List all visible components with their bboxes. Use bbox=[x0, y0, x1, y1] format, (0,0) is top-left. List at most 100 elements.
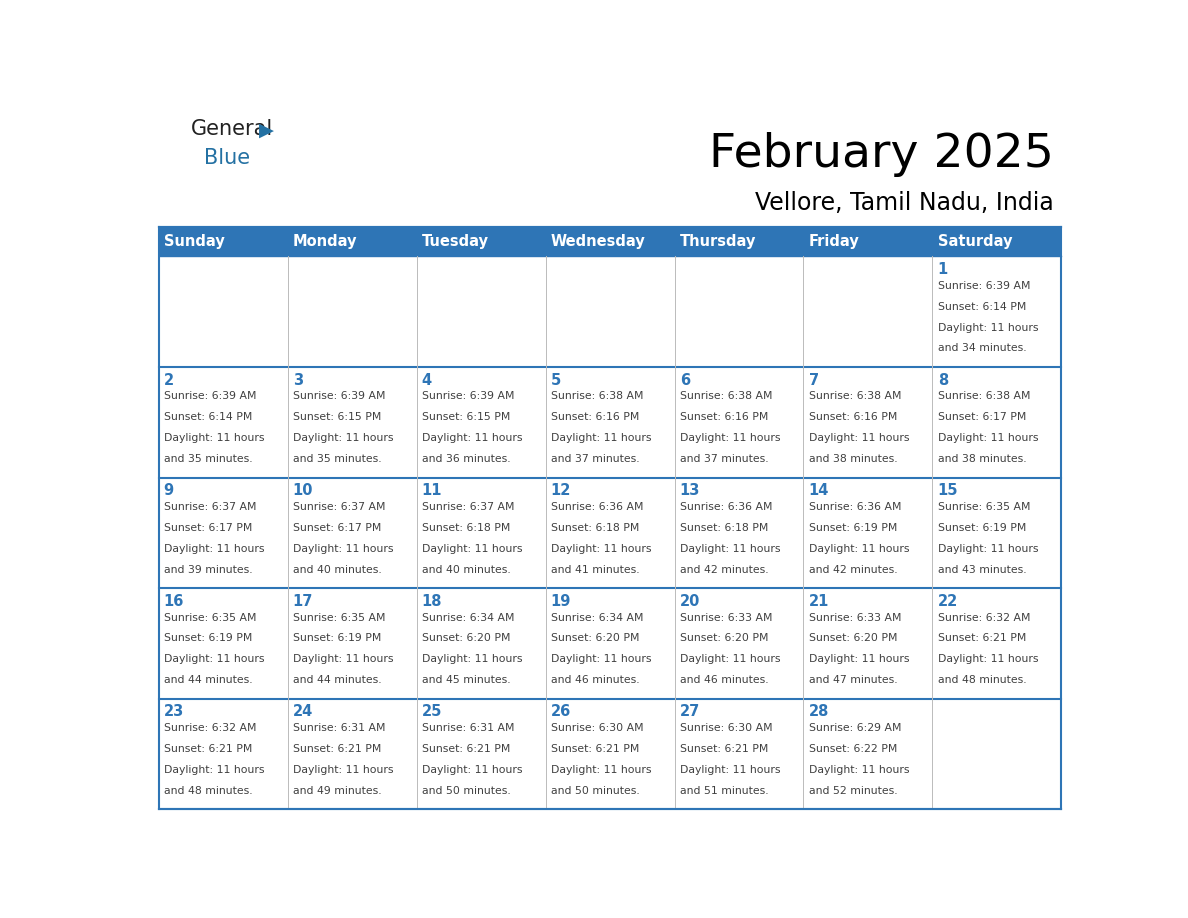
Text: Sunrise: 6:36 AM: Sunrise: 6:36 AM bbox=[680, 502, 772, 512]
Bar bbox=[545, 588, 675, 699]
Text: and 50 minutes.: and 50 minutes. bbox=[422, 786, 511, 796]
Bar bbox=[158, 588, 287, 699]
Bar bbox=[675, 588, 803, 699]
Text: 2: 2 bbox=[164, 373, 173, 387]
Text: Sunrise: 6:29 AM: Sunrise: 6:29 AM bbox=[809, 723, 902, 733]
Bar bbox=[933, 367, 1061, 477]
Text: Sunrise: 6:32 AM: Sunrise: 6:32 AM bbox=[164, 723, 257, 733]
Bar bbox=[803, 256, 933, 367]
Text: Daylight: 11 hours: Daylight: 11 hours bbox=[292, 433, 393, 443]
Bar bbox=[417, 588, 545, 699]
Bar bbox=[417, 256, 545, 367]
Bar bbox=[675, 699, 803, 810]
Text: Sunrise: 6:34 AM: Sunrise: 6:34 AM bbox=[551, 612, 643, 622]
Text: and 47 minutes.: and 47 minutes. bbox=[809, 675, 897, 685]
Text: Monday: Monday bbox=[292, 234, 358, 250]
Text: and 34 minutes.: and 34 minutes. bbox=[937, 343, 1026, 353]
Text: Sunrise: 6:35 AM: Sunrise: 6:35 AM bbox=[937, 502, 1030, 512]
Bar bbox=[545, 699, 675, 810]
Text: Sunset: 6:15 PM: Sunset: 6:15 PM bbox=[292, 412, 381, 422]
Text: Sunrise: 6:36 AM: Sunrise: 6:36 AM bbox=[551, 502, 643, 512]
Text: February 2025: February 2025 bbox=[709, 131, 1054, 177]
Text: and 37 minutes.: and 37 minutes. bbox=[680, 453, 769, 464]
Text: Sunset: 6:22 PM: Sunset: 6:22 PM bbox=[809, 744, 897, 754]
Bar bbox=[417, 477, 545, 588]
Text: Sunset: 6:20 PM: Sunset: 6:20 PM bbox=[809, 633, 897, 644]
Bar bbox=[545, 477, 675, 588]
Text: and 48 minutes.: and 48 minutes. bbox=[164, 786, 252, 796]
Text: Sunset: 6:21 PM: Sunset: 6:21 PM bbox=[551, 744, 639, 754]
Text: 27: 27 bbox=[680, 704, 700, 720]
Text: Sunrise: 6:37 AM: Sunrise: 6:37 AM bbox=[164, 502, 257, 512]
Text: ▶: ▶ bbox=[259, 120, 273, 140]
Text: Sunset: 6:17 PM: Sunset: 6:17 PM bbox=[937, 412, 1026, 422]
Text: Daylight: 11 hours: Daylight: 11 hours bbox=[292, 765, 393, 775]
Text: Sunrise: 6:38 AM: Sunrise: 6:38 AM bbox=[551, 391, 643, 401]
Bar bbox=[933, 588, 1061, 699]
Text: and 51 minutes.: and 51 minutes. bbox=[680, 786, 769, 796]
Bar bbox=[933, 699, 1061, 810]
Text: Daylight: 11 hours: Daylight: 11 hours bbox=[422, 655, 523, 665]
Bar bbox=[933, 477, 1061, 588]
Text: Sunrise: 6:39 AM: Sunrise: 6:39 AM bbox=[164, 391, 257, 401]
Text: Sunset: 6:19 PM: Sunset: 6:19 PM bbox=[164, 633, 252, 644]
Bar bbox=[287, 367, 417, 477]
Text: Sunset: 6:16 PM: Sunset: 6:16 PM bbox=[680, 412, 767, 422]
Text: Sunrise: 6:39 AM: Sunrise: 6:39 AM bbox=[292, 391, 385, 401]
Text: Thursday: Thursday bbox=[680, 234, 756, 250]
Text: Sunrise: 6:33 AM: Sunrise: 6:33 AM bbox=[809, 612, 902, 622]
Text: Sunset: 6:17 PM: Sunset: 6:17 PM bbox=[164, 522, 252, 532]
Bar bbox=[933, 256, 1061, 367]
Text: Sunrise: 6:39 AM: Sunrise: 6:39 AM bbox=[937, 281, 1030, 291]
Text: and 40 minutes.: and 40 minutes. bbox=[292, 565, 381, 575]
Text: 15: 15 bbox=[937, 483, 959, 498]
Text: Daylight: 11 hours: Daylight: 11 hours bbox=[422, 765, 523, 775]
Text: and 37 minutes.: and 37 minutes. bbox=[551, 453, 639, 464]
Text: 7: 7 bbox=[809, 373, 819, 387]
Bar bbox=[158, 227, 1061, 256]
Text: Daylight: 11 hours: Daylight: 11 hours bbox=[809, 433, 909, 443]
Text: and 35 minutes.: and 35 minutes. bbox=[292, 453, 381, 464]
Text: Daylight: 11 hours: Daylight: 11 hours bbox=[292, 655, 393, 665]
Text: Sunrise: 6:32 AM: Sunrise: 6:32 AM bbox=[937, 612, 1030, 622]
Text: Sunset: 6:18 PM: Sunset: 6:18 PM bbox=[680, 522, 767, 532]
Text: Sunrise: 6:38 AM: Sunrise: 6:38 AM bbox=[809, 391, 902, 401]
Text: Sunrise: 6:36 AM: Sunrise: 6:36 AM bbox=[809, 502, 902, 512]
Text: Sunset: 6:20 PM: Sunset: 6:20 PM bbox=[422, 633, 510, 644]
Text: and 39 minutes.: and 39 minutes. bbox=[164, 565, 252, 575]
Text: and 46 minutes.: and 46 minutes. bbox=[551, 675, 639, 685]
Text: 16: 16 bbox=[164, 594, 184, 609]
Text: Daylight: 11 hours: Daylight: 11 hours bbox=[551, 433, 651, 443]
Text: Sunset: 6:18 PM: Sunset: 6:18 PM bbox=[422, 522, 510, 532]
Text: and 38 minutes.: and 38 minutes. bbox=[937, 453, 1026, 464]
Text: and 41 minutes.: and 41 minutes. bbox=[551, 565, 639, 575]
Text: Wednesday: Wednesday bbox=[551, 234, 645, 250]
Text: Tuesday: Tuesday bbox=[422, 234, 488, 250]
Text: Daylight: 11 hours: Daylight: 11 hours bbox=[680, 433, 781, 443]
Text: Sunset: 6:16 PM: Sunset: 6:16 PM bbox=[551, 412, 639, 422]
Bar bbox=[287, 588, 417, 699]
Text: 13: 13 bbox=[680, 483, 700, 498]
Text: Daylight: 11 hours: Daylight: 11 hours bbox=[164, 655, 264, 665]
Text: 22: 22 bbox=[937, 594, 958, 609]
Text: Sunset: 6:21 PM: Sunset: 6:21 PM bbox=[292, 744, 381, 754]
Bar bbox=[158, 367, 287, 477]
Text: 28: 28 bbox=[809, 704, 829, 720]
Text: Daylight: 11 hours: Daylight: 11 hours bbox=[164, 765, 264, 775]
Text: Sunset: 6:15 PM: Sunset: 6:15 PM bbox=[422, 412, 510, 422]
Text: and 50 minutes.: and 50 minutes. bbox=[551, 786, 639, 796]
Text: 25: 25 bbox=[422, 704, 442, 720]
Text: and 49 minutes.: and 49 minutes. bbox=[292, 786, 381, 796]
Text: Daylight: 11 hours: Daylight: 11 hours bbox=[809, 543, 909, 554]
Text: 12: 12 bbox=[551, 483, 571, 498]
Text: Daylight: 11 hours: Daylight: 11 hours bbox=[551, 765, 651, 775]
Text: Sunrise: 6:33 AM: Sunrise: 6:33 AM bbox=[680, 612, 772, 622]
Text: Sunday: Sunday bbox=[164, 234, 225, 250]
Text: Daylight: 11 hours: Daylight: 11 hours bbox=[551, 655, 651, 665]
Text: and 40 minutes.: and 40 minutes. bbox=[422, 565, 511, 575]
Text: Sunset: 6:14 PM: Sunset: 6:14 PM bbox=[937, 302, 1026, 311]
Text: Sunset: 6:21 PM: Sunset: 6:21 PM bbox=[164, 744, 252, 754]
Text: Daylight: 11 hours: Daylight: 11 hours bbox=[680, 655, 781, 665]
Text: Sunset: 6:21 PM: Sunset: 6:21 PM bbox=[680, 744, 767, 754]
Text: Sunrise: 6:30 AM: Sunrise: 6:30 AM bbox=[551, 723, 644, 733]
